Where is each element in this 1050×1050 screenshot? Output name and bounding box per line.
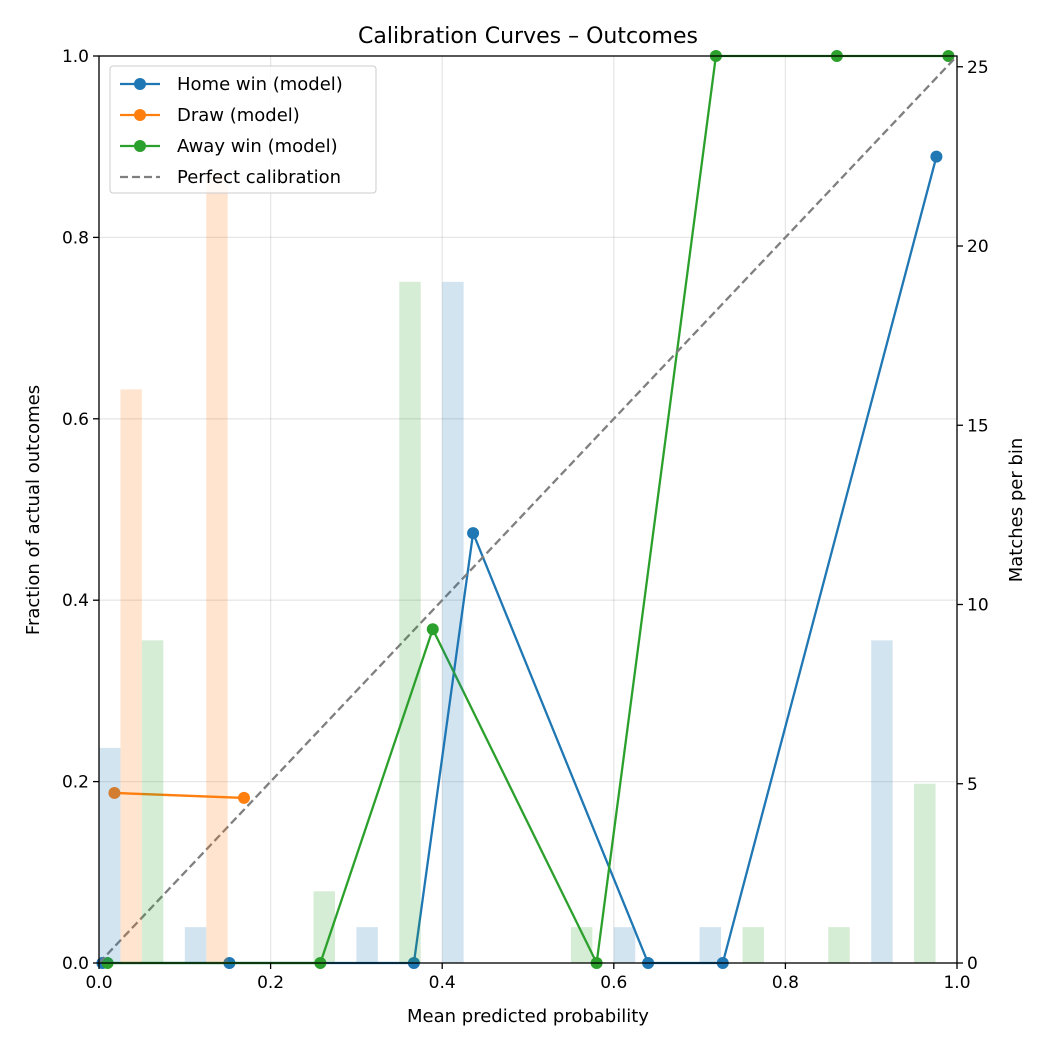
legend-box (109, 65, 377, 194)
legend-marker (134, 140, 146, 152)
away-count-bar (399, 281, 421, 963)
right-y-axis-label: Matches per bin (1006, 438, 1027, 583)
legend-label: Draw (model) (177, 105, 300, 126)
draw-count-bar (120, 389, 142, 963)
right-y-tick-label: 20 (967, 237, 989, 257)
x-tick-label: 1.0 (943, 973, 970, 993)
x-tick-label: 0.6 (600, 973, 627, 993)
plot-frame (98, 55, 958, 964)
away-win-point (426, 623, 439, 636)
x-tick-label: 0.8 (772, 973, 799, 993)
y-tick-label: 0.8 (62, 228, 89, 248)
draw-point (108, 786, 121, 799)
histogram-bars (99, 174, 936, 964)
x-tick-label: 0.2 (257, 973, 284, 993)
away-count-bar (828, 927, 850, 963)
home-count-bar (871, 640, 893, 963)
home-count-bar (99, 747, 121, 963)
home-count-bar (613, 927, 636, 963)
axis-ticks: 0.0 0.2 0.4 0.6 0.8 1.00.00.20.40.60.81.00510… (62, 47, 989, 993)
y-tick-label: 0.4 (62, 591, 89, 611)
right-y-tick-label: 25 (967, 58, 989, 78)
y-axis-label: Fraction of actual outcomes (23, 385, 44, 635)
y-tick-label: 0.6 (62, 410, 89, 430)
grid (98, 55, 958, 964)
perfect-calibration-line (98, 55, 958, 964)
y-tick-label: 0.0 (62, 954, 89, 974)
home-count-bar (699, 927, 722, 963)
legend-label: Away win (model) (177, 136, 338, 157)
y-tick-label: 0.2 (62, 773, 89, 793)
legend-marker (134, 78, 146, 90)
x-tick-label: 0.4 (429, 973, 456, 993)
home-win-point (467, 527, 480, 540)
right-y-tick-label: 5 (967, 775, 978, 795)
y-tick-label: 1.0 (62, 47, 89, 67)
home-count-bar (442, 281, 464, 963)
away-count-bar (570, 927, 593, 963)
chart-title: Calibration Curves – Outcomes (358, 24, 698, 49)
away-count-bar (141, 640, 164, 963)
legend-label: Perfect calibration (177, 167, 341, 188)
away-count-bar (742, 927, 764, 963)
home-count-bar (356, 927, 378, 963)
legend-marker (134, 109, 146, 121)
home-count-bar (184, 927, 207, 963)
draw-line (114, 791, 245, 800)
right-y-tick-label: 10 (967, 596, 989, 616)
legend: Home win (model) Draw (model) Away win (mo… (109, 65, 377, 194)
x-tick-label: 0.0 (85, 973, 112, 993)
draw-point (238, 791, 251, 804)
right-y-tick-label: 0 (967, 954, 978, 974)
home-win-point (930, 150, 943, 163)
away-count-bar (313, 891, 335, 963)
away-count-bar (914, 783, 936, 963)
legend-label: Home win (model) (177, 74, 343, 95)
draw-count-bar (206, 174, 228, 964)
right-y-tick-label: 15 (967, 416, 989, 436)
x-axis-label: Mean predicted probability (407, 1006, 649, 1027)
